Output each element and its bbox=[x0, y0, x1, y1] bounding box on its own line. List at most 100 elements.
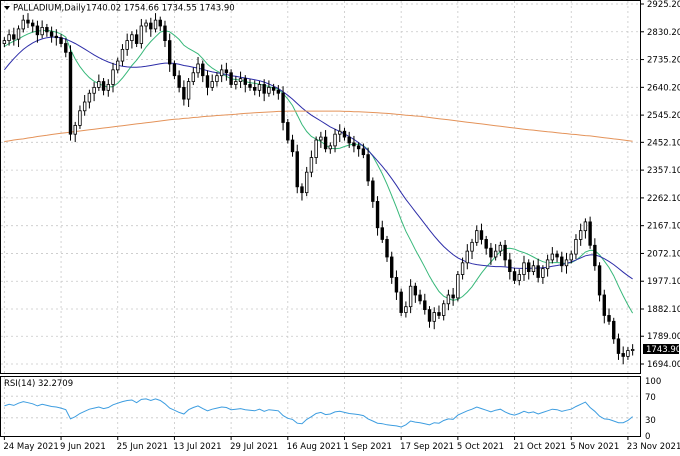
x-tick-label: 5 Nov 2021 bbox=[570, 442, 619, 452]
candle-body bbox=[399, 291, 403, 313]
y-tick-label: 2545.20 bbox=[647, 111, 680, 121]
candle-body bbox=[158, 19, 162, 27]
candle-body bbox=[281, 92, 285, 123]
candle-body bbox=[7, 34, 11, 42]
candle-body bbox=[574, 239, 578, 255]
main-plot-frame bbox=[0, 0, 641, 374]
candle-body bbox=[560, 256, 564, 267]
candle-body bbox=[460, 262, 465, 275]
candle-body bbox=[21, 19, 25, 30]
candle-body bbox=[437, 312, 441, 316]
candle-body bbox=[578, 230, 583, 240]
y-tick-label: 2735.20 bbox=[647, 56, 680, 66]
candle-body bbox=[427, 309, 432, 322]
candle-body bbox=[531, 265, 536, 273]
candle-body bbox=[300, 186, 304, 194]
grid-lines bbox=[1, 1, 640, 436]
candle-body bbox=[385, 239, 389, 258]
candle-body bbox=[125, 40, 129, 50]
ohlc-values: 1740.02 1754.66 1734.55 1743.90 bbox=[86, 4, 235, 14]
candle-body bbox=[522, 262, 526, 275]
candle-body bbox=[276, 89, 281, 94]
candle-body bbox=[588, 221, 592, 246]
candle-body bbox=[323, 136, 328, 150]
candle-body bbox=[78, 110, 82, 126]
y-tick-label: 2167.10 bbox=[647, 222, 680, 232]
candle-body bbox=[404, 306, 408, 313]
y-tick-label: 2262.10 bbox=[647, 194, 680, 204]
candle-body bbox=[408, 285, 413, 308]
y-tick-label: 2640.20 bbox=[647, 83, 680, 93]
candle-body bbox=[508, 259, 512, 273]
y-tick-label: 1789.00 bbox=[647, 332, 680, 342]
candle-body bbox=[73, 125, 77, 135]
rsi-level-0: 0 bbox=[645, 432, 650, 442]
y-tick-label: 2452.10 bbox=[647, 138, 680, 148]
candle-body bbox=[262, 84, 266, 94]
current-price-label: 1743.90 bbox=[646, 345, 680, 355]
candle-body bbox=[423, 300, 427, 311]
candle-body bbox=[616, 338, 621, 354]
candle-body bbox=[68, 51, 73, 135]
candle-body bbox=[418, 294, 422, 302]
candle-body bbox=[352, 142, 356, 147]
candle-body bbox=[238, 78, 243, 82]
candle-body bbox=[626, 350, 630, 357]
y-tick-label: 2830.20 bbox=[647, 28, 680, 38]
candle-body bbox=[16, 28, 21, 40]
candle-body bbox=[177, 75, 181, 88]
candle-body bbox=[271, 86, 276, 91]
candle-body bbox=[210, 81, 214, 88]
candle-body bbox=[432, 312, 436, 322]
candle-body bbox=[333, 133, 337, 147]
candle-body bbox=[120, 48, 125, 62]
candle-body bbox=[92, 86, 96, 94]
candle-body bbox=[35, 25, 40, 36]
candle-body bbox=[45, 27, 49, 33]
x-tick-label: 16 Aug 2021 bbox=[287, 442, 341, 452]
candle-body bbox=[517, 274, 521, 281]
candle-body bbox=[607, 315, 611, 322]
rsi-indicator bbox=[1, 395, 640, 428]
candle-body bbox=[26, 19, 30, 24]
candle-body bbox=[130, 34, 134, 42]
candle-body bbox=[257, 84, 262, 91]
candle-body bbox=[106, 84, 110, 91]
y-tick-label: 1694.00 bbox=[647, 360, 680, 370]
x-tick-label: 1 Sep 2021 bbox=[343, 442, 391, 452]
candle-body bbox=[413, 285, 418, 296]
x-tick-label: 29 Jul 2021 bbox=[230, 442, 278, 452]
candle-body bbox=[215, 75, 219, 82]
candle-body bbox=[527, 262, 531, 273]
candle-body bbox=[304, 171, 309, 194]
candle-body bbox=[328, 145, 333, 150]
x-tick-label: 25 Jun 2021 bbox=[117, 442, 168, 452]
candle-body bbox=[224, 69, 229, 74]
rsi-level-70: 70 bbox=[645, 393, 656, 403]
symbol-dropdown-icon[interactable] bbox=[4, 6, 10, 10]
candle-body bbox=[290, 139, 295, 153]
candle-body bbox=[49, 31, 54, 37]
candle-body bbox=[319, 136, 323, 141]
candle-body bbox=[512, 271, 517, 281]
candle-body bbox=[229, 72, 233, 85]
y-tick-label: 2072.10 bbox=[647, 249, 680, 259]
candle-body bbox=[475, 230, 479, 243]
candle-body bbox=[31, 22, 35, 27]
candle-body bbox=[602, 294, 606, 316]
candle-body bbox=[295, 151, 299, 188]
candle-body bbox=[172, 63, 177, 77]
candle-body bbox=[101, 81, 106, 91]
y-tick-label: 2357.10 bbox=[647, 166, 680, 176]
candle-body bbox=[451, 294, 455, 299]
candle-body bbox=[167, 40, 172, 65]
candle-body bbox=[134, 34, 139, 44]
candle-body bbox=[356, 145, 361, 150]
candle-body bbox=[371, 180, 375, 202]
candle-body bbox=[366, 154, 370, 182]
rsi-plot-frame bbox=[0, 376, 641, 437]
ma-line-2 bbox=[4, 110, 633, 142]
candle-body bbox=[550, 253, 555, 261]
